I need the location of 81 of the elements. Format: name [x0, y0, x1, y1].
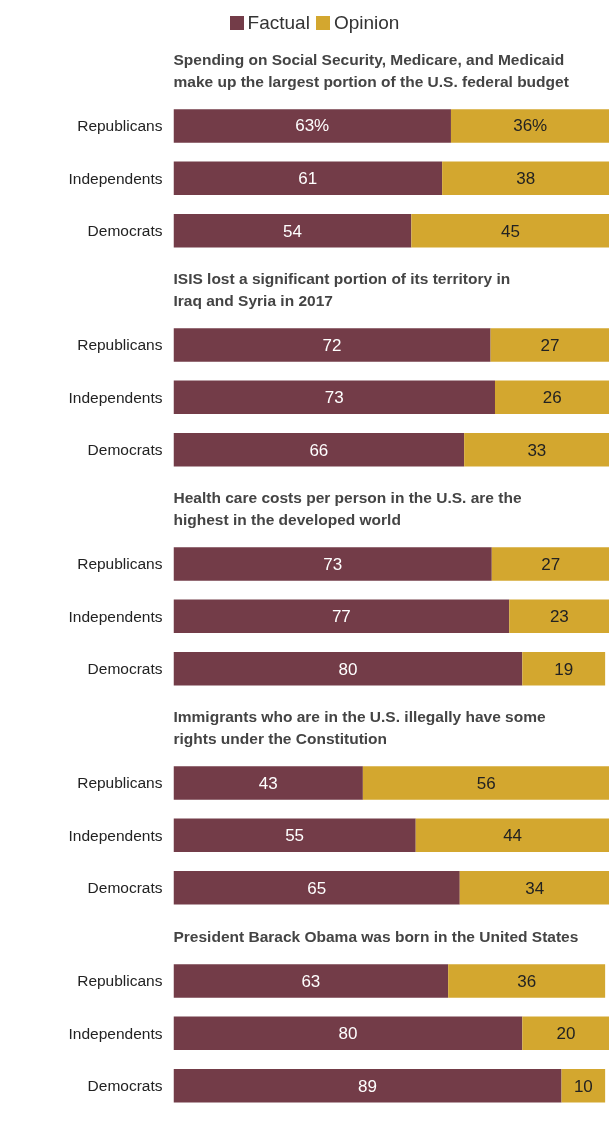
y-tick-label: Independents [68, 607, 163, 625]
chart-title: ISIS lost a significant portion of its territory in Iraq and Syria in 2017 [173, 270, 511, 309]
bar [173, 599, 510, 634]
data-label: 36 [517, 971, 537, 991]
data-label: 38 [516, 169, 536, 189]
bar [173, 1016, 523, 1051]
bar [173, 651, 523, 686]
bar [173, 870, 460, 905]
data-label: 89 [358, 1076, 377, 1096]
data-label: 56 [476, 773, 496, 793]
y-tick-label: Democrats [87, 879, 163, 897]
bar [173, 213, 412, 248]
bar [173, 328, 491, 362]
bar [173, 1068, 562, 1103]
bar [173, 161, 443, 196]
bar [173, 547, 492, 581]
y-tick-label: Republicans [77, 972, 163, 990]
y-tick-label: Democrats [87, 222, 163, 240]
data-label: 80 [338, 659, 358, 679]
y-tick-label: Independents [68, 826, 163, 844]
data-label: 27 [541, 554, 561, 574]
data-label: 20 [556, 1024, 576, 1044]
bar [464, 432, 609, 467]
data-label: 63 [301, 971, 321, 991]
y-tick-label: Democrats [87, 1077, 163, 1095]
legend-label: Opinion [333, 12, 400, 33]
data-label: 43 [258, 773, 278, 793]
bar [173, 380, 495, 415]
legend-label: Factual [247, 12, 310, 33]
bar [442, 161, 609, 196]
data-label: 44 [503, 826, 523, 846]
bar [173, 766, 363, 800]
y-tick-label: Democrats [87, 660, 163, 678]
bar [459, 870, 609, 905]
data-label: 54 [282, 221, 302, 241]
bar [490, 328, 609, 362]
data-label: 63% [295, 116, 330, 136]
bar [522, 651, 606, 686]
data-label: 72 [322, 335, 342, 355]
bar [415, 818, 609, 853]
bar [522, 1016, 609, 1051]
chart-title: Immigrants who are in the U.S. illegally have some rights under the Constitution [173, 708, 546, 747]
y-tick-label: Independents [68, 169, 163, 187]
y-tick-label: Independents [68, 1024, 163, 1042]
chart-title: Health care costs per person in the U.S. are the highest in the developed world [173, 489, 522, 528]
data-label: 80 [338, 1024, 358, 1044]
bar [173, 109, 451, 143]
data-label: 73 [324, 388, 344, 408]
data-label: 19 [554, 659, 574, 679]
bar [173, 818, 416, 853]
data-label: 33 [527, 440, 547, 460]
bar [509, 599, 609, 634]
data-label: 66 [309, 440, 329, 460]
data-label: 10 [573, 1076, 593, 1096]
data-label: 65 [307, 878, 327, 898]
data-label: 36% [513, 116, 548, 136]
y-tick-label: Independents [68, 388, 163, 406]
data-label: 34 [525, 878, 545, 898]
bar [491, 547, 609, 581]
data-label: 27 [540, 335, 560, 355]
bar [173, 964, 449, 998]
data-label: 55 [285, 826, 305, 846]
chart-title: Spending on Social Security, Medicare, and Medicaid make up the largest portion of the U.S. federal budget [173, 51, 569, 90]
bar [450, 109, 609, 143]
bar [448, 964, 606, 998]
data-label: 73 [323, 554, 343, 574]
bar [411, 213, 609, 248]
y-tick-label: Republicans [77, 555, 163, 573]
data-label: 77 [331, 607, 351, 627]
y-tick-label: Democrats [87, 441, 163, 459]
y-tick-label: Republicans [77, 336, 163, 354]
data-label: 61 [298, 169, 318, 189]
data-label: 45 [500, 221, 520, 241]
bar [494, 380, 609, 415]
bar [173, 432, 465, 467]
y-tick-label: Republicans [77, 117, 163, 135]
data-label: 23 [549, 607, 569, 627]
data-label: 26 [542, 388, 562, 408]
chart-title: President Barack Obama was born in the United States [173, 927, 579, 945]
y-tick-label: Republicans [77, 774, 163, 792]
bar [362, 766, 609, 800]
